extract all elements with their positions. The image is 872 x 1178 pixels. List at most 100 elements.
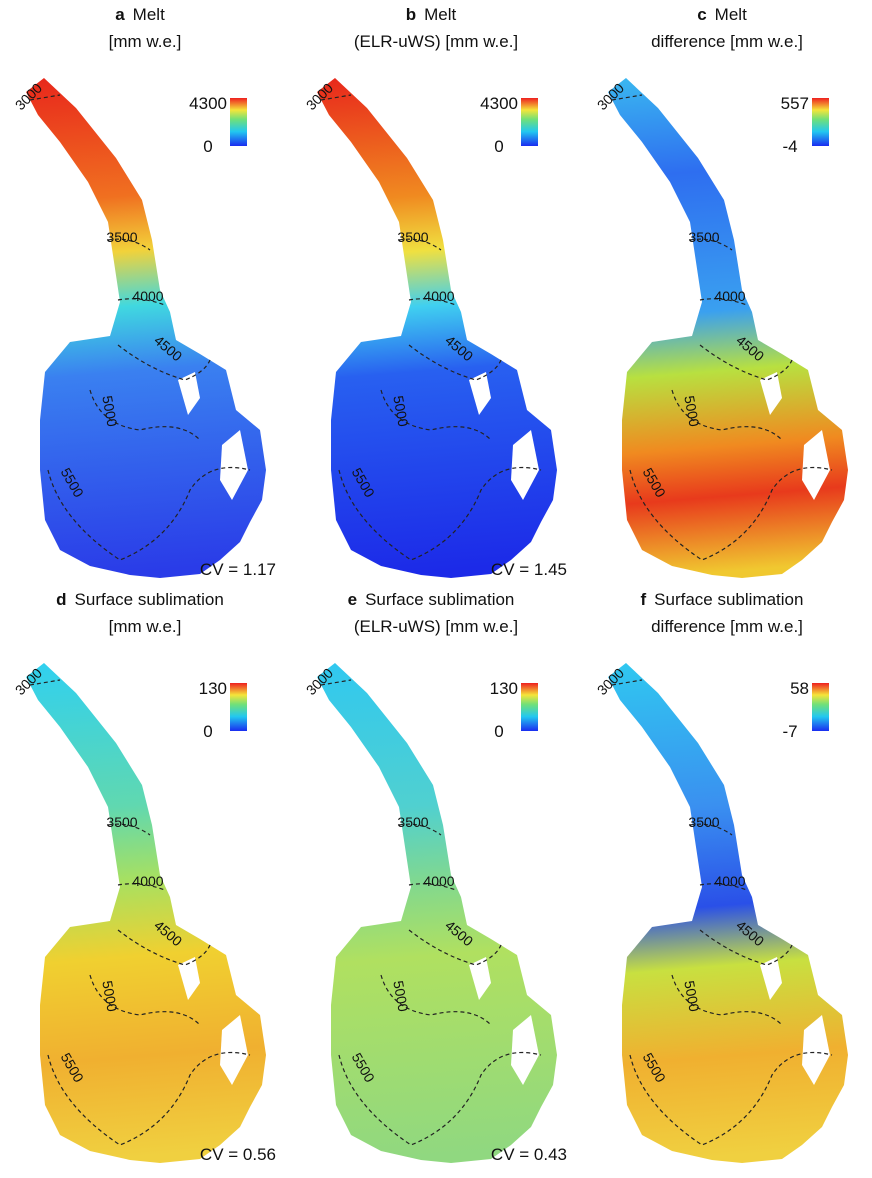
contour-line: [611, 679, 643, 686]
contour-line: [47, 466, 251, 561]
contour-line: [117, 929, 211, 966]
glacier: [608, 78, 848, 578]
contour-label: 4000: [423, 873, 454, 889]
nunatak: [511, 1015, 539, 1085]
colorbar-max: 130: [490, 679, 518, 698]
glacier: [26, 78, 266, 578]
cv-label: CV = 0.43: [491, 1145, 567, 1164]
panel-title: f Surface sublimation: [641, 590, 804, 609]
colorbar-max: 4300: [189, 94, 227, 113]
contour-line: [408, 883, 457, 891]
panel-title: d Surface sublimation: [56, 590, 224, 609]
contour-line: [89, 974, 201, 1026]
contour-line: [117, 883, 166, 891]
title-line: Surface sublimation: [75, 590, 224, 609]
cv-label: CV = 1.45: [491, 560, 567, 579]
contour-line: [320, 679, 352, 686]
contour-label: 3500: [688, 814, 719, 830]
colorbar: [812, 683, 829, 731]
contour-line: [380, 974, 492, 1026]
contour-label: 5000: [390, 394, 411, 428]
nunatak: [178, 372, 200, 415]
panel-letter: f: [641, 590, 647, 609]
contour-line: [338, 1051, 542, 1146]
colorbar-min: 0: [494, 137, 503, 156]
panel: a Melt[mm w.e.]30003500400045005000550043…: [12, 5, 276, 579]
contour-line: [408, 929, 502, 966]
colorbar: [230, 683, 247, 731]
contour-line: [47, 1051, 251, 1146]
colorbar-min: -7: [782, 722, 797, 741]
title-line: Melt: [715, 5, 747, 24]
cv-label: CV = 0.56: [200, 1145, 276, 1164]
contour-line: [408, 344, 502, 381]
contour-line: [398, 238, 442, 251]
contour-line: [398, 823, 442, 836]
contour-line: [699, 883, 748, 891]
colorbar: [812, 98, 829, 146]
contour-line: [408, 298, 457, 306]
glacier: [608, 663, 848, 1163]
panel-letter: a: [115, 5, 125, 24]
contour-line: [611, 94, 643, 101]
colorbar-min: 0: [494, 722, 503, 741]
contour-line: [689, 238, 733, 251]
panel-letter: e: [348, 590, 357, 609]
glacier: [26, 663, 266, 1163]
panel-title: e Surface sublimation: [348, 590, 515, 609]
contour-label: 3500: [106, 229, 137, 245]
contour-label: 4000: [423, 288, 454, 304]
contour-line: [689, 823, 733, 836]
contour-line: [117, 298, 166, 306]
colorbar-max: 130: [199, 679, 227, 698]
nunatak: [220, 1015, 248, 1085]
glacier: [317, 663, 557, 1163]
panel-title: b Melt: [406, 5, 457, 24]
nunatak: [469, 957, 491, 1000]
colorbar: [521, 683, 538, 731]
contour-line: [380, 389, 492, 441]
glacier: [317, 78, 557, 578]
panel-letter: c: [697, 5, 706, 24]
panel: b Melt(ELR-uWS) [mm w.e.]3000350040004500…: [303, 5, 567, 579]
colorbar-min: 0: [203, 137, 212, 156]
panel: e Surface sublimation (ELR-uWS) [mm w.e.] 3…: [303, 590, 567, 1164]
colorbar-max: 4300: [480, 94, 518, 113]
panel-letter: b: [406, 5, 416, 24]
contour-line: [338, 466, 542, 561]
contour-label: 5000: [99, 979, 120, 1013]
panel-title: c Melt: [697, 5, 747, 24]
title-line: (ELR-uWS) [mm w.e.]: [354, 32, 518, 51]
colorbar-max: 58: [790, 679, 809, 698]
nunatak: [220, 430, 248, 500]
nunatak: [469, 372, 491, 415]
contour-line: [117, 344, 211, 381]
title-line: Melt: [424, 5, 456, 24]
nunatak: [802, 430, 830, 500]
panel-letter: d: [56, 590, 66, 609]
title-line: [mm w.e.]: [109, 617, 182, 636]
contour-line: [89, 389, 201, 441]
nunatak: [760, 372, 782, 415]
nunatak: [178, 957, 200, 1000]
title-line: [mm w.e.]: [109, 32, 182, 51]
contour-label: 5000: [681, 979, 702, 1013]
contour-line: [29, 94, 61, 101]
colorbar: [521, 98, 538, 146]
contour-line: [107, 238, 151, 251]
panel-title: a Melt: [115, 5, 165, 24]
nunatak: [802, 1015, 830, 1085]
contour-label: 3500: [397, 814, 428, 830]
contour-line: [320, 94, 352, 101]
contour-label: 4000: [132, 288, 163, 304]
contour-label: 5000: [99, 394, 120, 428]
title-line: (ELR-uWS) [mm w.e.]: [354, 617, 518, 636]
contour-line: [699, 929, 793, 966]
contour-label: 3500: [688, 229, 719, 245]
title-line: Surface sublimation: [365, 590, 514, 609]
title-line: Melt: [133, 5, 165, 24]
contour-label: 5000: [390, 979, 411, 1013]
contour-label: 4000: [714, 873, 745, 889]
contour-line: [107, 823, 151, 836]
